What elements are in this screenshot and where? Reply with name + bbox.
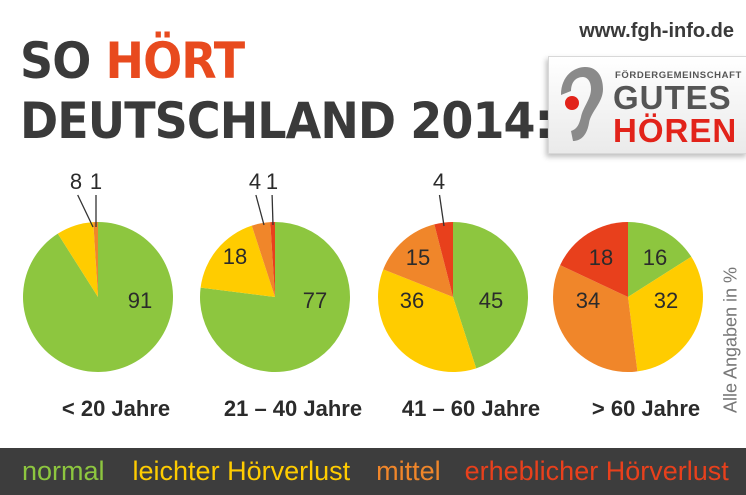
pie-slice <box>199 222 350 372</box>
legend-item-erheblich: erheblicher Hörverlust <box>464 456 729 486</box>
pie-chart <box>553 222 703 373</box>
pie-chart <box>23 222 174 372</box>
logo-line-1: GUTES <box>613 79 732 116</box>
pie-slice <box>553 265 638 373</box>
pie-slice <box>628 256 703 372</box>
slice-label: 18 <box>589 245 613 270</box>
legend-item-mittel: mittel <box>376 456 441 486</box>
category-label: 21 – 40 Jahre <box>224 396 362 421</box>
slice-label: 16 <box>643 245 667 270</box>
pie-slice <box>434 222 453 297</box>
website-url[interactable]: www.fgh-info.de <box>579 20 734 42</box>
category-label: > 60 Jahre <box>592 396 700 421</box>
slice-label: 18 <box>223 244 247 269</box>
slice-label: 1 <box>90 169 102 194</box>
slice-label: 91 <box>128 288 152 313</box>
pie-slice <box>383 224 453 297</box>
pie-slice <box>453 222 529 369</box>
pie-chart <box>199 222 350 372</box>
legend-item-leicht: leichter Hörverlust <box>132 456 351 486</box>
slice-label: 1 <box>266 169 278 194</box>
pie-chart <box>378 222 529 373</box>
page-title: SO HÖRT DEUTSCHLAND 2014: <box>20 36 598 146</box>
title-line-1: SO HÖRT <box>20 36 552 86</box>
slice-label: 15 <box>406 245 430 270</box>
leader-line <box>271 194 274 226</box>
slice-label: 4 <box>249 169 261 194</box>
slice-label: 45 <box>479 288 503 313</box>
pie-slice <box>251 222 275 297</box>
title-line-2: DEUTSCHLAND 2014: <box>20 92 553 150</box>
slice-label: 4 <box>433 169 445 194</box>
title-so: SO <box>20 32 91 90</box>
title-hoert: HÖRT <box>105 32 246 90</box>
logo-line-2: HÖREN <box>613 112 738 149</box>
slice-label: 34 <box>576 288 600 313</box>
leader-line <box>438 194 445 227</box>
ear-logo-icon <box>561 67 603 141</box>
pie-slice <box>270 222 275 297</box>
pie-slice <box>93 222 98 297</box>
logo-small-text: FÖRDERGEMEINSCHAFT <box>615 70 742 81</box>
legend: normal leichter Hörverlust mittel erhebl… <box>0 448 746 495</box>
units-note: Alle Angaben in % <box>720 266 741 414</box>
category-label: 41 – 60 Jahre <box>402 396 540 421</box>
logo: FÖRDERGEMEINSCHAFT GUTES HÖREN <box>548 56 746 154</box>
pie-slice <box>378 269 477 373</box>
pie-slice <box>628 222 692 297</box>
pie-slice <box>200 225 275 297</box>
leader-line <box>77 194 94 228</box>
category-label: < 20 Jahre <box>62 396 170 421</box>
pie-slice <box>23 222 174 372</box>
slice-label: 77 <box>303 288 327 313</box>
legend-item-normal: normal <box>22 456 105 486</box>
leader-line <box>255 194 265 226</box>
slice-label: 32 <box>654 288 678 313</box>
slice-label: 36 <box>400 288 424 313</box>
slice-label: 8 <box>70 169 82 194</box>
pie-slice <box>57 222 98 297</box>
pie-slice <box>560 222 628 297</box>
